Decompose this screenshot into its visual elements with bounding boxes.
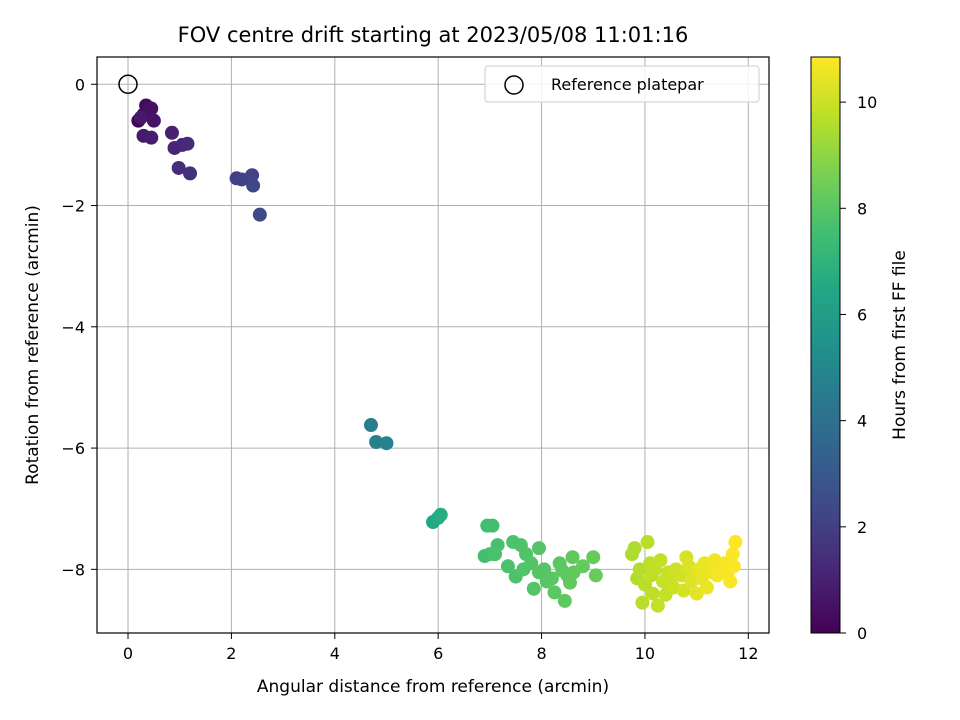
colorbar (810, 56, 841, 634)
x-tick-label: 4 (330, 644, 340, 663)
data-point (526, 581, 541, 596)
legend-reference-marker (504, 75, 524, 95)
data-point (676, 583, 691, 598)
colorbar-tick-label: 2 (857, 518, 867, 537)
data-point (653, 553, 668, 568)
x-tick-label: 12 (738, 644, 758, 663)
plot-frame (96, 56, 770, 634)
colorbar-ticks: 0 2 4 6 8 10 (840, 93, 877, 643)
data-point (146, 113, 161, 128)
x-tick-label: 2 (226, 644, 236, 663)
scatter-points (131, 98, 743, 613)
data-point (645, 586, 660, 601)
y-tick-label: 0 (75, 75, 85, 94)
data-point (588, 568, 603, 583)
data-point (726, 559, 741, 574)
x-tick-label: 0 (123, 644, 133, 663)
legend-box (484, 65, 760, 103)
colorbar-label: Hours from first FF file (890, 250, 910, 440)
data-point (650, 598, 665, 613)
data-point (557, 593, 572, 608)
data-point (723, 574, 738, 589)
data-point (433, 507, 448, 522)
data-point (699, 580, 714, 595)
legend: Reference platepar (484, 65, 760, 103)
data-point (164, 125, 179, 140)
data-point (586, 550, 601, 565)
data-point (171, 160, 186, 175)
y-axis-ticks: 0 −2 −4 −6 −8 (61, 75, 97, 579)
data-point (689, 586, 704, 601)
data-point (565, 550, 580, 565)
data-point (524, 556, 539, 571)
data-point (369, 435, 384, 450)
y-tick-label: −2 (61, 197, 85, 216)
data-point (488, 547, 503, 562)
y-tick-label: −8 (61, 560, 85, 579)
colorbar-tick-label: 0 (857, 624, 867, 643)
x-tick-label: 6 (433, 644, 443, 663)
data-point (531, 541, 546, 556)
data-point (144, 130, 159, 145)
legend-label-reference: Reference platepar (551, 75, 704, 94)
colorbar-tick-label: 6 (857, 305, 867, 324)
data-point (640, 535, 655, 550)
data-point (500, 559, 515, 574)
data-point (575, 559, 590, 574)
y-tick-label: −4 (61, 318, 85, 337)
data-point (379, 436, 394, 451)
data-point (485, 518, 500, 533)
data-point (537, 562, 552, 577)
x-axis-ticks: 0 2 4 6 8 10 12 (123, 633, 759, 663)
data-point (183, 166, 198, 181)
reference-marker-group (118, 74, 138, 95)
data-point (144, 101, 159, 116)
data-point (725, 547, 740, 562)
data-point (133, 110, 148, 125)
reference-marker (118, 74, 138, 95)
x-tick-label: 10 (635, 644, 655, 663)
data-point (544, 571, 559, 586)
colorbar-tick-label: 8 (857, 199, 867, 218)
data-point (246, 178, 261, 193)
data-point (180, 136, 195, 151)
data-point (252, 207, 267, 222)
data-point (245, 168, 260, 183)
colorbar-tick-label: 10 (857, 93, 877, 112)
data-point (674, 568, 689, 583)
data-point (635, 595, 650, 610)
y-tick-label: −6 (61, 439, 85, 458)
data-point (547, 585, 562, 600)
gridlines (97, 57, 769, 633)
x-axis-label: Angular distance from reference (arcmin) (257, 677, 609, 697)
x-tick-label: 8 (536, 644, 546, 663)
chart-title: FOV centre drift starting at 2023/05/08 … (178, 23, 689, 47)
data-point (632, 562, 647, 577)
colorbar-tick-label: 4 (857, 412, 867, 431)
data-point (728, 535, 743, 550)
data-point (363, 418, 378, 433)
data-point (627, 541, 642, 556)
y-axis-label: Rotation from reference (arcmin) (23, 205, 43, 485)
